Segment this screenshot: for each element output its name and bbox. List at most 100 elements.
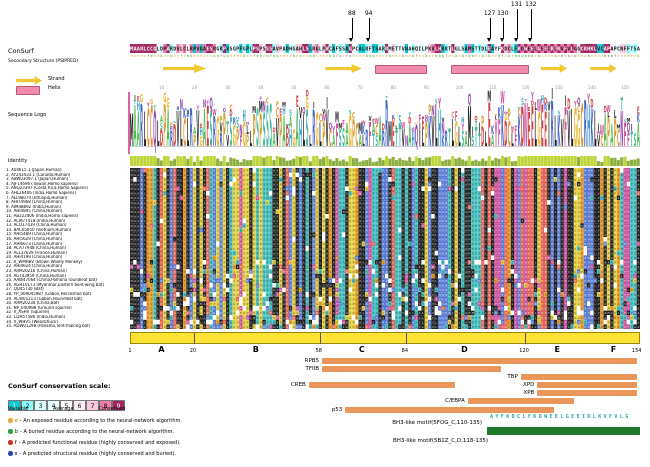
domain-boundary-number: 84 bbox=[401, 348, 409, 354]
species-row: 10. AHI4895 (China,Human) bbox=[6, 209, 63, 214]
domain-boundary-tick bbox=[405, 333, 407, 344]
identity-label: Identity bbox=[8, 158, 28, 164]
species-row: 18. ACA77948 (China,Human) bbox=[6, 246, 67, 251]
species-row: 16. AHI5629 (China,Human) bbox=[6, 236, 63, 241]
legend-bullet-icon bbox=[8, 418, 13, 423]
interaction-bar bbox=[467, 398, 574, 404]
domain-boundary-number: 1 bbox=[128, 348, 132, 354]
marker-arrowhead-icon bbox=[528, 38, 533, 42]
strand-icon bbox=[325, 64, 362, 73]
domain-letter: D bbox=[461, 345, 468, 354]
strand-icon bbox=[16, 76, 42, 85]
bh3-motif-label-5fog: BH3-like motif(5FOG_C,110-135) bbox=[392, 420, 482, 426]
interaction-label: p53 bbox=[331, 407, 343, 413]
legend-bullet-icon bbox=[8, 440, 13, 445]
interaction-bar bbox=[345, 407, 554, 413]
marker-number: 127 bbox=[483, 10, 496, 17]
species-row: 7. ALL98074 (Ethiopia,Human) bbox=[6, 195, 68, 200]
species-row: 17. AHI6673 (China,Human) bbox=[6, 241, 63, 246]
interaction-bar bbox=[308, 382, 455, 388]
residue-legend-line: e- An exposed residue according to the n… bbox=[8, 418, 182, 424]
scale-average-label: Average bbox=[53, 406, 74, 412]
legend-text: - A buried residue according to the neur… bbox=[20, 429, 174, 435]
domain-bar bbox=[130, 332, 640, 344]
identity-canvas bbox=[130, 156, 640, 166]
conservation-scale-axis: Variable Average Conserved bbox=[8, 406, 125, 412]
species-row: 12. ACM77418 (India,Human) bbox=[6, 218, 66, 223]
scale-grade-box: 4 bbox=[47, 400, 60, 411]
species-row: 21. X_WMHBV (Brown Woolly Monkey) bbox=[6, 259, 83, 264]
species-row: 27. QD45730 (Bat) bbox=[6, 287, 44, 292]
alignment-canvas bbox=[130, 168, 640, 329]
domain-letter: E bbox=[554, 345, 560, 354]
species-row: 29. ACW01213 (Gabon,Roundleaf bat) bbox=[6, 296, 83, 301]
legend-key-letter: s bbox=[14, 451, 18, 457]
legend-text: - A predicted structural residue (highly… bbox=[19, 451, 176, 457]
species-row: 34. X_WHV5 (Woodchuck) bbox=[6, 319, 58, 324]
scale-grade-box: 3 bbox=[34, 400, 47, 411]
domain-boundary-tick bbox=[319, 333, 321, 344]
domain-letter: C bbox=[358, 345, 365, 354]
species-row: 1. X04615.1 (Japan,Human) bbox=[6, 168, 62, 172]
scale-variable-label: Variable bbox=[8, 406, 29, 412]
species-row: 13. ACO17419 (China,Human) bbox=[6, 223, 67, 228]
interaction-label: C/EBPA bbox=[445, 398, 465, 404]
legend-key-letter: b bbox=[14, 429, 19, 435]
interaction-label: TFIIB bbox=[305, 366, 320, 372]
strand-legend-label: Strand bbox=[48, 76, 65, 82]
domain-boundary-tick bbox=[525, 333, 527, 344]
legend-text: - An exposed residue according to the ne… bbox=[19, 418, 182, 424]
marker-number: 130 bbox=[497, 10, 509, 17]
species-row: 14. BAC65950 (Vietnam,Human) bbox=[6, 227, 72, 232]
scale-conserved-label: Conserved bbox=[98, 406, 125, 412]
scale-grade-box: 5 bbox=[60, 400, 73, 411]
species-row: 26. AGH10173 (Myanmar,Eastern bent-wing … bbox=[6, 282, 104, 287]
residue-legend-line: f- A predicted functional residue (highl… bbox=[8, 440, 181, 446]
sequence-logo-canvas bbox=[130, 84, 640, 154]
species-row: 31. NP_040998 (Ground squirrel) bbox=[6, 305, 72, 310]
marker-number: 131 bbox=[510, 1, 523, 8]
marker-arrow-line bbox=[489, 18, 491, 38]
legend-text: - A predicted functional residue (highly… bbox=[18, 440, 181, 446]
domain-boundary-number: 120 bbox=[519, 348, 529, 354]
marker-arrowhead-icon bbox=[349, 38, 354, 42]
species-row: 20. AHI4199 (China,Human) bbox=[6, 255, 63, 260]
marker-arrow-line bbox=[351, 18, 353, 38]
species-row: 5. ABQ23397 (Costa Rica,Homo Sapiens) bbox=[6, 186, 89, 191]
bh3-motif-label-5b1z: BH3-like motif(5B1Z_C,D,118-135) bbox=[392, 438, 488, 444]
legend-bullet-icon bbox=[8, 429, 13, 434]
interaction-label: TBP bbox=[507, 374, 518, 380]
helix-icon bbox=[16, 86, 40, 95]
marker-arrow-line bbox=[502, 18, 504, 38]
marker-arrowhead-icon bbox=[487, 38, 492, 42]
species-row: 24. AGT43959 (China,Human) bbox=[6, 273, 66, 278]
scale-grade-box: 2 bbox=[21, 400, 34, 411]
marker-arrowhead-icon bbox=[366, 38, 371, 42]
scale-grade-box: 6 bbox=[73, 400, 86, 411]
species-row: 8. AHI74968 (China,Human) bbox=[6, 200, 63, 205]
domain-boundary-number: 154 bbox=[631, 348, 642, 354]
bh3-motif-bar-5b1z: KDWEELGEEIRLKVFVLG bbox=[487, 427, 640, 444]
strand-icon bbox=[540, 64, 568, 73]
bh3-motif-sequence-5b1z: KDWEELGEEIRLKVFVLG bbox=[504, 438, 623, 444]
scale-grade-box: 7 bbox=[86, 400, 99, 411]
marker-arrow-line bbox=[530, 9, 532, 38]
residue-legend-line: b- A buried residue according to the neu… bbox=[8, 429, 174, 435]
marker-number: 88 bbox=[348, 10, 356, 17]
scale-grade-box: 9 bbox=[112, 400, 125, 411]
strand-icon bbox=[163, 64, 207, 73]
domain-boundary-tick bbox=[193, 333, 195, 344]
domain-letter: F bbox=[610, 345, 617, 354]
marker-number: 94 bbox=[364, 10, 373, 17]
legend-key-letter: e bbox=[14, 418, 18, 424]
species-row: 3. ABW03097.1 (Japan,Human) bbox=[6, 177, 69, 182]
domain-letter: B bbox=[252, 345, 259, 354]
species-row: 35. ADW01298 (Panama,Tent-making bat) bbox=[6, 324, 91, 329]
sequence-logo-label: Sequence Logo bbox=[8, 112, 47, 118]
legend-key-letter: f bbox=[14, 440, 17, 446]
species-row: 19. ALL37629 (France,Human) bbox=[6, 250, 67, 255]
conservation-scale-title: ConSurf conservation scale: bbox=[8, 382, 111, 390]
legend-bullet-icon bbox=[8, 451, 13, 456]
